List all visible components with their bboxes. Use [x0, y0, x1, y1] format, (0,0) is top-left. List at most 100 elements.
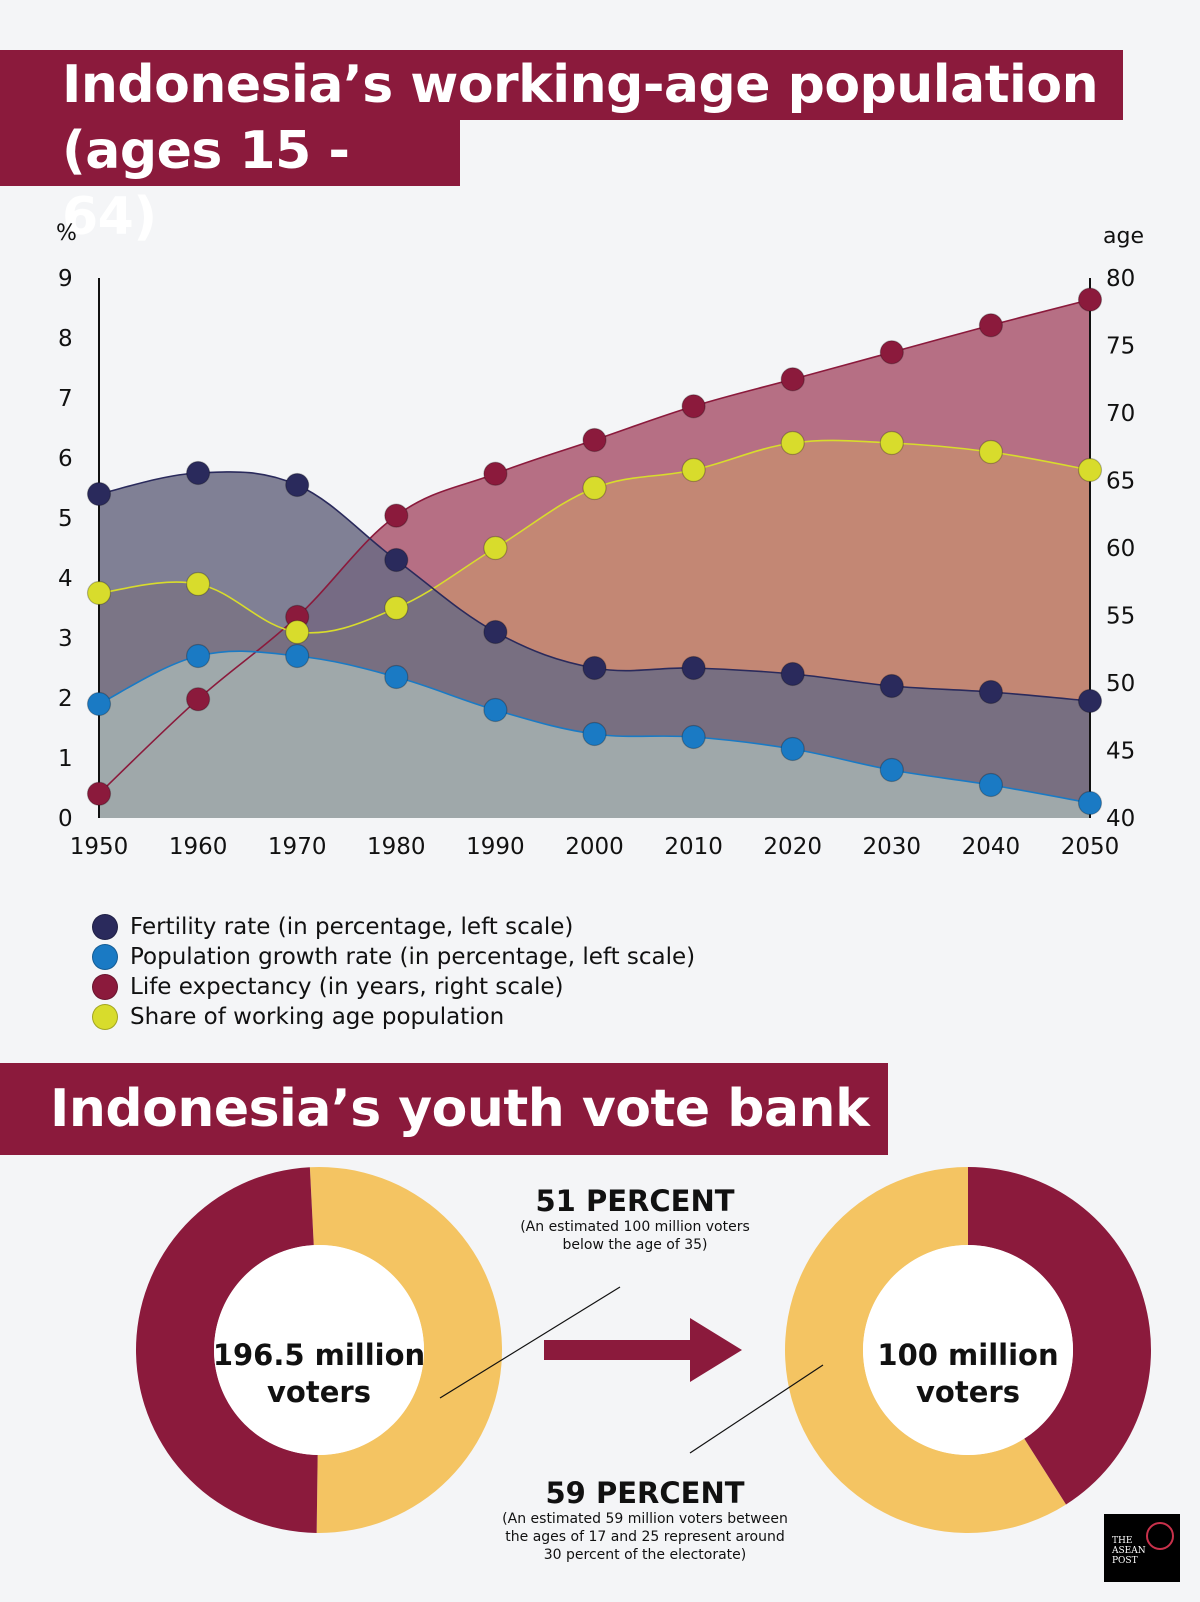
right-tick-label: 80 [1106, 266, 1135, 292]
data-point-1 [186, 643, 211, 669]
donut-0-hole [214, 1245, 424, 1455]
callout-bottom-note: (An estimated 59 million voters between … [502, 1511, 788, 1563]
data-point-3 [384, 595, 409, 621]
left-tick-label: 9 [58, 266, 73, 292]
left-tick-label: 2 [58, 686, 73, 712]
data-point-1 [1077, 790, 1103, 816]
donut-1-hole [863, 1245, 1073, 1455]
data-point-3 [186, 571, 211, 597]
leader-line-top [439, 1286, 621, 1399]
data-point-0 [1077, 688, 1103, 714]
data-point-1 [285, 643, 310, 669]
left-axis-unit: % [56, 221, 77, 246]
right-tick-label: 65 [1106, 469, 1135, 495]
data-point-2 [582, 427, 607, 453]
donut-0-slice-1 [136, 1167, 318, 1533]
data-point-1 [978, 772, 1004, 798]
data-point-0 [879, 673, 904, 699]
data-point-2 [1077, 287, 1103, 312]
data-point-0 [582, 655, 607, 681]
data-point-0 [285, 472, 310, 498]
data-point-1 [780, 736, 805, 762]
data-point-3 [879, 430, 904, 456]
x-tick-label: 2010 [664, 834, 723, 860]
left-tick-label: 6 [58, 446, 73, 472]
logo-line1: THE [1112, 1536, 1133, 1546]
data-point-0 [186, 460, 211, 486]
data-point-2 [780, 367, 805, 392]
data-point-0 [681, 655, 706, 681]
left-tick-label: 8 [58, 326, 73, 352]
left-tick-label: 4 [58, 566, 73, 592]
page-title-line2: (ages 15 - 64) [0, 118, 460, 247]
x-tick-label: 1950 [70, 834, 129, 860]
data-point-3 [978, 439, 1004, 465]
data-point-3 [483, 535, 508, 561]
data-point-0 [483, 619, 508, 645]
legend-item-growth: Population growth rate (in percentage, l… [92, 942, 695, 972]
data-point-3 [681, 457, 706, 483]
x-tick-label: 2040 [962, 834, 1021, 860]
legend-swatch-fertility [92, 914, 118, 940]
data-point-2 [681, 394, 706, 419]
legend-item-fertility: Fertility rate (in percentage, left scal… [92, 912, 695, 942]
right-axis-unit: age [1103, 224, 1144, 249]
right-tick-label: 40 [1106, 806, 1135, 832]
legend-swatch-life [92, 974, 118, 1000]
legend-item-life: Life expectancy (in years, right scale) [92, 972, 695, 1002]
left-tick-label: 1 [58, 746, 73, 772]
right-tick-label: 45 [1106, 739, 1135, 765]
data-point-0 [780, 661, 805, 687]
section-title-youth-vote: Indonesia’s youth vote bank [0, 1063, 888, 1155]
right-tick-label: 55 [1106, 604, 1135, 630]
asean-post-logo: THE ASEAN POST [1104, 1514, 1180, 1582]
data-point-3 [582, 475, 607, 501]
legend-item-share: Share of working age population [92, 1002, 695, 1032]
legend-label-life: Life expectancy (in years, right scale) [130, 974, 564, 1000]
left-tick-label: 3 [58, 626, 73, 652]
left-tick-label: 0 [58, 806, 73, 832]
data-point-2 [483, 461, 508, 486]
right-tick-label: 75 [1106, 334, 1135, 360]
x-tick-label: 1960 [169, 834, 228, 860]
x-tick-label: 1980 [367, 834, 426, 860]
legend-label-fertility: Fertility rate (in percentage, left scal… [130, 914, 574, 940]
logo-line2: ASEAN [1112, 1546, 1146, 1556]
right-tick-label: 50 [1106, 671, 1135, 697]
x-tick-label: 1970 [268, 834, 327, 860]
x-tick-label: 2000 [565, 834, 624, 860]
donut-left-center-label: 196.5 million voters [212, 1338, 426, 1409]
left-tick-label: 7 [58, 386, 73, 412]
data-point-1 [582, 721, 607, 747]
donut-right-center-label: 100 million voters [877, 1338, 1059, 1409]
callout-bottom-head: 59 PERCENT [545, 1476, 745, 1510]
data-point-3 [86, 580, 112, 606]
right-tick-label: 60 [1106, 536, 1135, 562]
donut-1-slice-0 [784, 1167, 1067, 1533]
data-point-2 [186, 687, 211, 712]
data-point-2 [879, 340, 904, 365]
x-tick-label: 2030 [863, 834, 922, 860]
chart-legend: Fertility rate (in percentage, left scal… [92, 912, 695, 1032]
x-tick-label: 2050 [1061, 834, 1120, 860]
right-arrow-icon [544, 1318, 742, 1382]
callout-top-head: 51 PERCENT [535, 1184, 735, 1218]
data-point-1 [681, 724, 706, 750]
data-point-1 [879, 757, 904, 783]
donut-1-slice-1 [968, 1167, 1151, 1505]
legend-label-growth: Population growth rate (in percentage, l… [130, 944, 696, 970]
series-line-0 [98, 471, 1091, 702]
data-point-3 [285, 619, 310, 645]
data-point-3 [1077, 457, 1103, 483]
x-tick-label: 2020 [763, 834, 822, 860]
youth-vote-donuts [136, 1167, 1151, 1533]
data-point-0 [978, 679, 1004, 705]
data-point-3 [780, 430, 805, 456]
left-tick-label: 5 [58, 506, 73, 532]
logo-emblem-icon [1146, 1522, 1174, 1550]
legend-label-share: Share of working age population [130, 1004, 505, 1030]
callout-59-percent: 59 PERCENT (An estimated 59 million vote… [500, 1476, 790, 1564]
data-point-1 [483, 697, 508, 723]
callout-top-note: (An estimated 100 million voters below t… [520, 1219, 750, 1253]
callout-51-percent: 51 PERCENT (An estimated 100 million vot… [505, 1184, 765, 1254]
